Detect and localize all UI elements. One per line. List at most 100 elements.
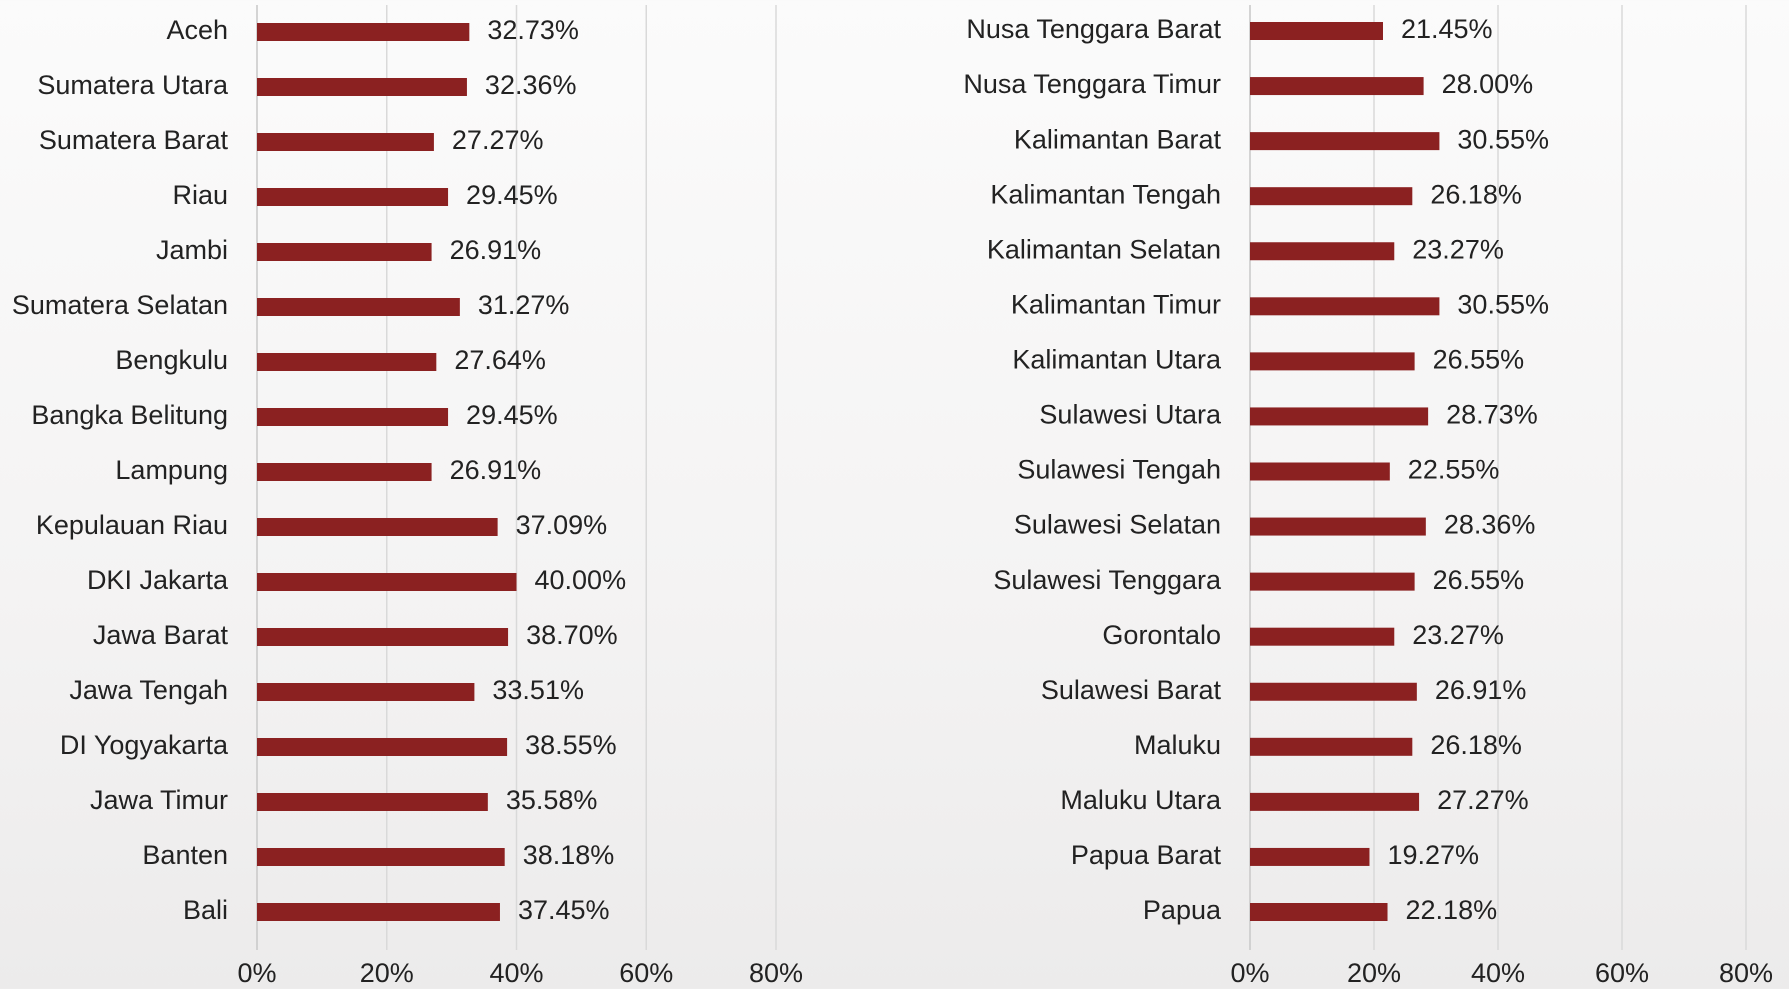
- value-label: 21.45%: [1401, 14, 1493, 44]
- x-tick-label: 20%: [360, 958, 414, 988]
- x-tick-label: 80%: [1719, 958, 1773, 988]
- value-label: 38.55%: [525, 730, 617, 760]
- x-tick-label: 40%: [489, 958, 543, 988]
- category-label: Lampung: [115, 455, 228, 485]
- bar: [257, 353, 437, 371]
- category-label: Bangka Belitung: [31, 400, 228, 430]
- category-label: Maluku Utara: [1060, 785, 1222, 815]
- value-label: 19.27%: [1387, 840, 1479, 870]
- value-label: 22.55%: [1408, 455, 1500, 485]
- category-label: Sumatera Barat: [39, 125, 229, 155]
- value-label: 31.27%: [478, 290, 570, 320]
- category-label: Aceh: [166, 15, 228, 45]
- bar: [257, 408, 449, 426]
- value-label: 27.27%: [452, 125, 544, 155]
- bar: [257, 463, 432, 481]
- bar: [1250, 517, 1426, 536]
- bar: [257, 793, 488, 811]
- bar: [1250, 407, 1429, 426]
- bar: [257, 78, 467, 96]
- category-label: Sumatera Selatan: [12, 290, 228, 320]
- category-label: Sulawesi Tenggara: [993, 565, 1222, 595]
- category-label: Kalimantan Utara: [1012, 345, 1222, 375]
- x-tick-label: 60%: [619, 958, 673, 988]
- value-label: 32.36%: [485, 70, 577, 100]
- value-label: 26.91%: [450, 235, 542, 265]
- value-label: 28.00%: [1442, 69, 1534, 99]
- bar: [1250, 242, 1395, 261]
- category-label: Papua: [1143, 895, 1222, 925]
- value-label: 26.55%: [1433, 565, 1525, 595]
- bar: [1250, 297, 1440, 316]
- x-tick-label: 20%: [1347, 958, 1401, 988]
- bar: [257, 848, 505, 866]
- value-label: 40.00%: [535, 565, 627, 595]
- category-label: Kepulauan Riau: [36, 510, 228, 540]
- value-label: 26.91%: [1435, 675, 1527, 705]
- value-label: 26.91%: [450, 455, 542, 485]
- value-label: 37.45%: [518, 895, 610, 925]
- bar: [257, 298, 460, 316]
- category-label: Jawa Barat: [93, 620, 229, 650]
- bar: [1250, 132, 1440, 151]
- bar: [1250, 792, 1420, 811]
- value-label: 30.55%: [1457, 289, 1549, 319]
- value-label: 23.27%: [1412, 620, 1504, 650]
- x-tick-label: 0%: [237, 958, 276, 988]
- bar: [257, 188, 449, 206]
- bar: [1250, 462, 1390, 481]
- category-label: Kalimantan Barat: [1014, 124, 1222, 154]
- bar: [257, 518, 498, 536]
- bar: [257, 628, 509, 646]
- category-label: Sulawesi Tengah: [1017, 455, 1221, 485]
- x-tick-label: 80%: [749, 958, 803, 988]
- category-label: Sulawesi Barat: [1041, 675, 1222, 705]
- category-label: Gorontalo: [1102, 620, 1221, 650]
- value-label: 29.45%: [466, 180, 558, 210]
- category-label: Kalimantan Tengah: [990, 179, 1221, 209]
- x-tick-label: 0%: [1230, 958, 1269, 988]
- value-label: 27.27%: [1437, 785, 1529, 815]
- category-label: Kalimantan Selatan: [987, 234, 1221, 264]
- category-label: DKI Jakarta: [87, 565, 229, 595]
- bar: [1250, 187, 1413, 206]
- category-label: Jambi: [156, 235, 228, 265]
- value-label: 26.18%: [1430, 179, 1522, 209]
- bar: [1250, 737, 1413, 756]
- category-label: Banten: [142, 840, 228, 870]
- value-label: 38.70%: [526, 620, 618, 650]
- value-label: 26.55%: [1433, 345, 1525, 375]
- category-label: Maluku: [1134, 730, 1221, 760]
- category-label: Kalimantan Timur: [1011, 289, 1221, 319]
- category-label: Riau: [172, 180, 228, 210]
- bar: [257, 573, 517, 591]
- value-label: 30.55%: [1457, 124, 1549, 154]
- bar: [257, 243, 432, 261]
- category-label: Jawa Tengah: [69, 675, 228, 705]
- bar: [257, 683, 475, 701]
- category-label: Sulawesi Selatan: [1014, 510, 1221, 540]
- value-label: 28.36%: [1444, 510, 1536, 540]
- bar: [1250, 77, 1424, 96]
- category-label: Bali: [183, 895, 228, 925]
- bar: [257, 738, 508, 756]
- value-label: 37.09%: [516, 510, 608, 540]
- category-label: DI Yogyakarta: [60, 730, 229, 760]
- category-label: Jawa Timur: [90, 785, 228, 815]
- value-label: 32.73%: [487, 15, 579, 45]
- bar: [1250, 572, 1415, 591]
- value-label: 28.73%: [1446, 400, 1538, 430]
- x-tick-label: 60%: [1595, 958, 1649, 988]
- bar: [257, 23, 470, 41]
- bar: [1250, 903, 1388, 921]
- value-label: 23.27%: [1412, 234, 1504, 264]
- value-label: 26.18%: [1430, 730, 1522, 760]
- bar: [1250, 682, 1417, 701]
- bar: [1250, 847, 1370, 866]
- category-label: Sumatera Utara: [37, 70, 229, 100]
- value-label: 38.18%: [523, 840, 615, 870]
- category-label: Sulawesi Utara: [1039, 400, 1222, 430]
- bar: [1250, 352, 1415, 371]
- category-label: Nusa Tenggara Timur: [963, 69, 1221, 99]
